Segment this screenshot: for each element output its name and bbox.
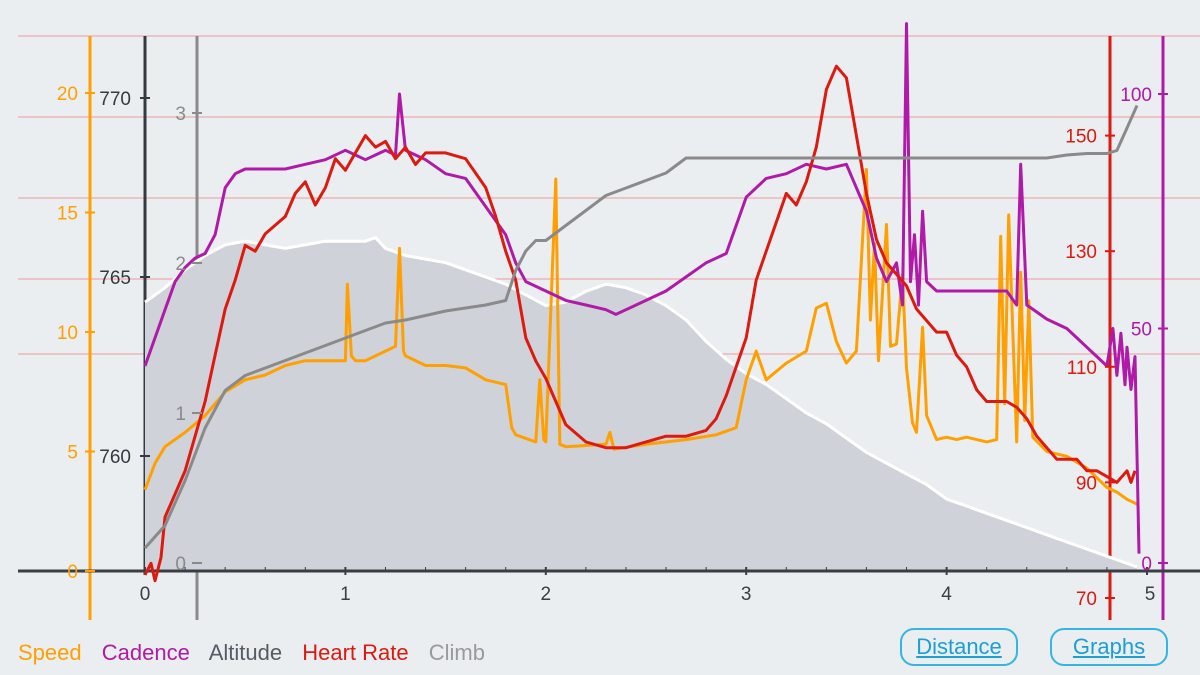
speed-tick-label: 10 bbox=[57, 323, 78, 344]
x-tick-label: 5 bbox=[1145, 584, 1156, 605]
series-heart-rate bbox=[143, 64, 1137, 583]
series-cadence bbox=[143, 22, 1141, 554]
speed-tick-label: 5 bbox=[67, 443, 78, 464]
legend-heart-rate: Heart Rate bbox=[302, 640, 409, 665]
speed-tick-label: 15 bbox=[57, 204, 78, 225]
x-tick-label: 0 bbox=[140, 584, 151, 605]
distance-button[interactable]: Distance bbox=[900, 628, 1018, 666]
graphs-button[interactable]: Graphs bbox=[1050, 628, 1168, 666]
altitude-tick-label: 760 bbox=[99, 447, 131, 468]
altitude-area bbox=[145, 237, 1137, 570]
heart-rate-tick-label: 90 bbox=[1076, 473, 1097, 494]
speed-tick-label: 20 bbox=[57, 84, 78, 105]
climb-tick-label: 1 bbox=[175, 404, 186, 425]
x-tick-label: 4 bbox=[941, 584, 952, 605]
legend-climb: Climb bbox=[428, 640, 485, 665]
heart-rate-tick-label: 110 bbox=[1067, 358, 1097, 379]
x-tick-label: 3 bbox=[741, 584, 752, 605]
series-speed bbox=[143, 168, 1138, 506]
altitude-line bbox=[144, 235, 1138, 569]
chart-legend: Speed Cadence Altitude Heart Rate Climb bbox=[18, 640, 499, 666]
heart-rate-tick-label: 70 bbox=[1076, 589, 1097, 610]
climb-tick-label: 0 bbox=[175, 554, 186, 575]
x-tick-label: 2 bbox=[541, 584, 552, 605]
climb-tick-label: 2 bbox=[175, 254, 186, 275]
cadence-tick-label: 0 bbox=[1141, 554, 1152, 575]
series-climb bbox=[143, 104, 1139, 549]
speed-tick-label: 0 bbox=[67, 562, 78, 583]
legend-cadence: Cadence bbox=[101, 640, 190, 665]
legend-altitude: Altitude bbox=[208, 640, 283, 665]
altitude-tick-label: 770 bbox=[99, 89, 131, 110]
heart-rate-tick-label: 130 bbox=[1065, 242, 1097, 263]
climb-tick-label: 3 bbox=[175, 104, 186, 125]
legend-speed: Speed bbox=[18, 640, 82, 665]
heart-rate-tick-label: 150 bbox=[1065, 127, 1097, 148]
altitude-tick-label: 765 bbox=[99, 268, 131, 289]
cadence-tick-label: 50 bbox=[1131, 320, 1152, 341]
cadence-tick-label: 100 bbox=[1120, 85, 1152, 106]
x-tick-label: 1 bbox=[340, 584, 351, 605]
